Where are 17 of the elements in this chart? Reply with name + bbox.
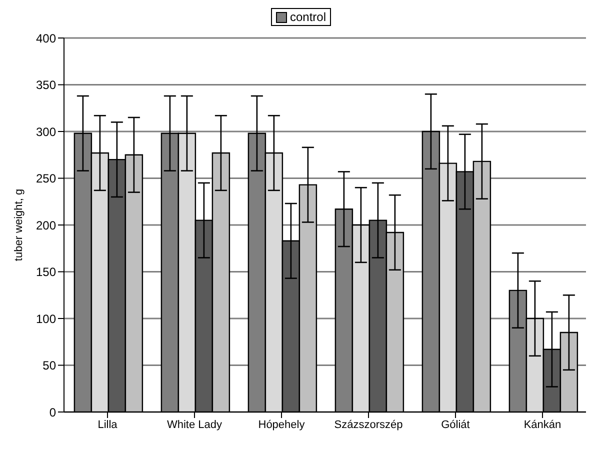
x-tick-label: Hópehely [258,418,306,431]
x-tick-label: White Lady [166,418,223,431]
y-tick-label: 250 [36,172,56,186]
y-tick-label: 200 [36,218,56,232]
x-tick-label: Góliát [441,418,470,431]
y-tick-label: 350 [36,78,56,92]
y-axis-title: tuber weight, g [12,188,25,262]
y-tick-label: 0 [49,405,56,420]
y-tick-label: 400 [36,31,56,46]
y-tick-label: 50 [42,358,56,373]
legend-label: control [288,10,326,24]
y-tick-label: 150 [36,265,56,280]
x-tick-label: Lilla [98,418,118,431]
y-tick-label: 100 [36,312,56,326]
y-tick-label: 300 [36,124,56,139]
x-tick-label: Százszorszép [334,418,403,431]
x-tick-label: Kánkán [524,418,562,431]
